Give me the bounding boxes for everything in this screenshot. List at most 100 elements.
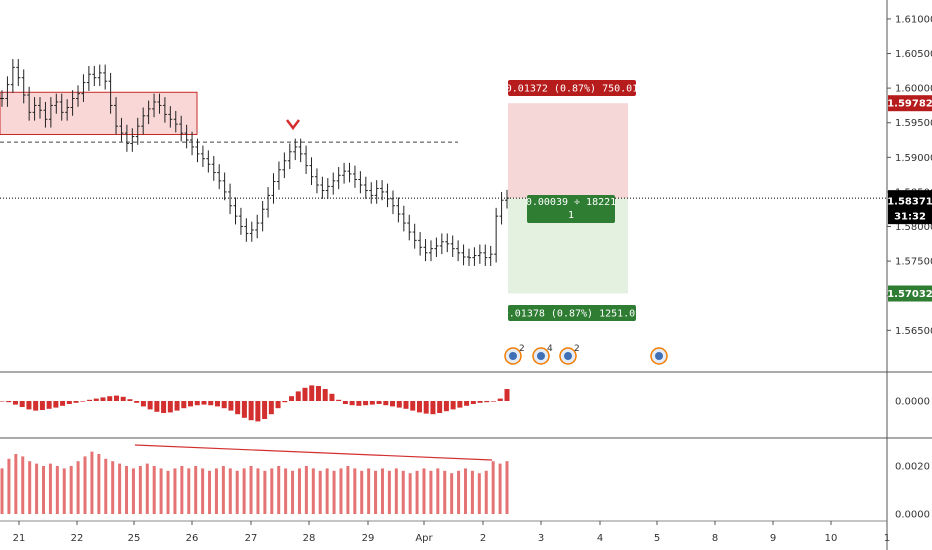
oscillator-bar bbox=[167, 401, 173, 413]
volatility-bar bbox=[346, 466, 350, 514]
oscillator-bar bbox=[113, 395, 119, 401]
target-label: 0.01378 (0.87%) 1251.09 bbox=[503, 309, 641, 320]
event-marker-count: 2 bbox=[519, 344, 525, 354]
candle bbox=[477, 244, 482, 264]
candle bbox=[54, 93, 59, 114]
oscillator-bar bbox=[383, 401, 389, 406]
oscillator-bar bbox=[46, 401, 52, 409]
candle bbox=[342, 162, 347, 184]
candle bbox=[130, 128, 135, 152]
candle bbox=[86, 65, 91, 91]
oscillator-bar bbox=[181, 401, 187, 409]
oscillator-bar bbox=[470, 401, 476, 404]
candle bbox=[347, 162, 352, 183]
volatility-bar bbox=[270, 468, 274, 514]
volatility-bar bbox=[166, 470, 170, 514]
volatility-bar bbox=[180, 466, 184, 514]
volatility-bar bbox=[505, 461, 509, 514]
candle bbox=[271, 173, 276, 204]
time-tick-label: 5 bbox=[654, 533, 660, 544]
volatility-bar bbox=[62, 468, 66, 514]
oscillator-bar bbox=[410, 401, 416, 411]
candle bbox=[217, 164, 222, 190]
oscillator-bar bbox=[403, 401, 409, 409]
volatility-bar bbox=[83, 456, 87, 514]
time-tick-label: 25 bbox=[128, 533, 141, 544]
oscillator-bar bbox=[174, 401, 180, 411]
candle bbox=[157, 93, 162, 114]
volatility-bar bbox=[422, 468, 426, 514]
time-tick-label: 3 bbox=[538, 533, 544, 544]
time-tick-label: 29 bbox=[362, 533, 375, 544]
candle bbox=[38, 97, 43, 119]
candle bbox=[336, 167, 341, 190]
volatility-bar bbox=[450, 473, 454, 514]
time-tick-label: 27 bbox=[245, 533, 258, 544]
candle bbox=[81, 74, 86, 102]
volatility-bar bbox=[97, 454, 101, 514]
volatility-bar bbox=[145, 463, 149, 514]
candle bbox=[135, 117, 140, 145]
candle bbox=[48, 97, 53, 128]
oscillator-bar bbox=[235, 401, 241, 415]
oscillator-bar bbox=[396, 401, 402, 408]
oscillator-bar bbox=[315, 386, 321, 401]
time-tick-label: 26 bbox=[186, 533, 199, 544]
volatility-bar bbox=[429, 470, 433, 514]
time-tick-label: 9 bbox=[770, 533, 776, 544]
volatility-tick-label: 0.0020 bbox=[895, 462, 930, 473]
volatility-bar bbox=[235, 470, 239, 514]
entry-label-bg bbox=[527, 195, 615, 223]
candle bbox=[461, 244, 466, 266]
oscillator-bar bbox=[214, 401, 220, 407]
volatility-bar bbox=[138, 466, 142, 514]
volatility-bar bbox=[69, 466, 73, 514]
event-marker-dot bbox=[509, 352, 517, 360]
oscillator-bar bbox=[430, 401, 436, 415]
candle bbox=[10, 59, 15, 93]
time-tick-label: 22 bbox=[71, 533, 84, 544]
volatility-bar bbox=[325, 468, 329, 514]
volatility-bar bbox=[380, 468, 384, 514]
stop-loss-zone bbox=[508, 103, 628, 199]
stop-label-bg bbox=[508, 80, 636, 96]
candle bbox=[483, 244, 488, 266]
candle bbox=[380, 180, 385, 201]
volatility-bar bbox=[125, 466, 129, 514]
volatility-bar bbox=[0, 468, 4, 514]
oscillator-bar bbox=[39, 401, 45, 410]
candle bbox=[173, 110, 178, 133]
oscillator-bar bbox=[416, 401, 422, 413]
volatility-bar bbox=[90, 451, 94, 514]
volatility-bar bbox=[7, 458, 11, 514]
oscillator-bar bbox=[26, 401, 32, 410]
volatility-bar bbox=[249, 466, 253, 514]
candle bbox=[249, 221, 254, 242]
volatility-bar bbox=[55, 466, 59, 514]
oscillator-bar bbox=[248, 401, 254, 421]
price-tick-label: 1.57500 bbox=[895, 257, 932, 268]
candle bbox=[472, 247, 477, 266]
volatility-bar bbox=[14, 454, 18, 514]
volatility-trendline bbox=[134, 444, 493, 461]
oscillator-bar bbox=[100, 397, 106, 401]
volatility-bar bbox=[159, 468, 163, 514]
volatility-bar bbox=[131, 468, 135, 514]
oscillator-bar bbox=[457, 401, 463, 408]
oscillator-bar bbox=[80, 401, 86, 402]
oscillator-bar bbox=[268, 401, 274, 415]
event-marker bbox=[650, 347, 668, 365]
price-tick-label: 1.60000 bbox=[895, 84, 932, 95]
volatility-bar bbox=[332, 470, 336, 514]
candle bbox=[59, 93, 64, 121]
candle bbox=[369, 182, 374, 204]
candle bbox=[282, 152, 287, 179]
volatility-bar bbox=[353, 468, 357, 514]
volatility-bar bbox=[152, 466, 156, 514]
volatility-bar bbox=[367, 468, 371, 514]
candle bbox=[418, 232, 423, 256]
volatility-bar bbox=[256, 468, 260, 514]
candle bbox=[16, 59, 21, 87]
candle bbox=[287, 143, 292, 170]
